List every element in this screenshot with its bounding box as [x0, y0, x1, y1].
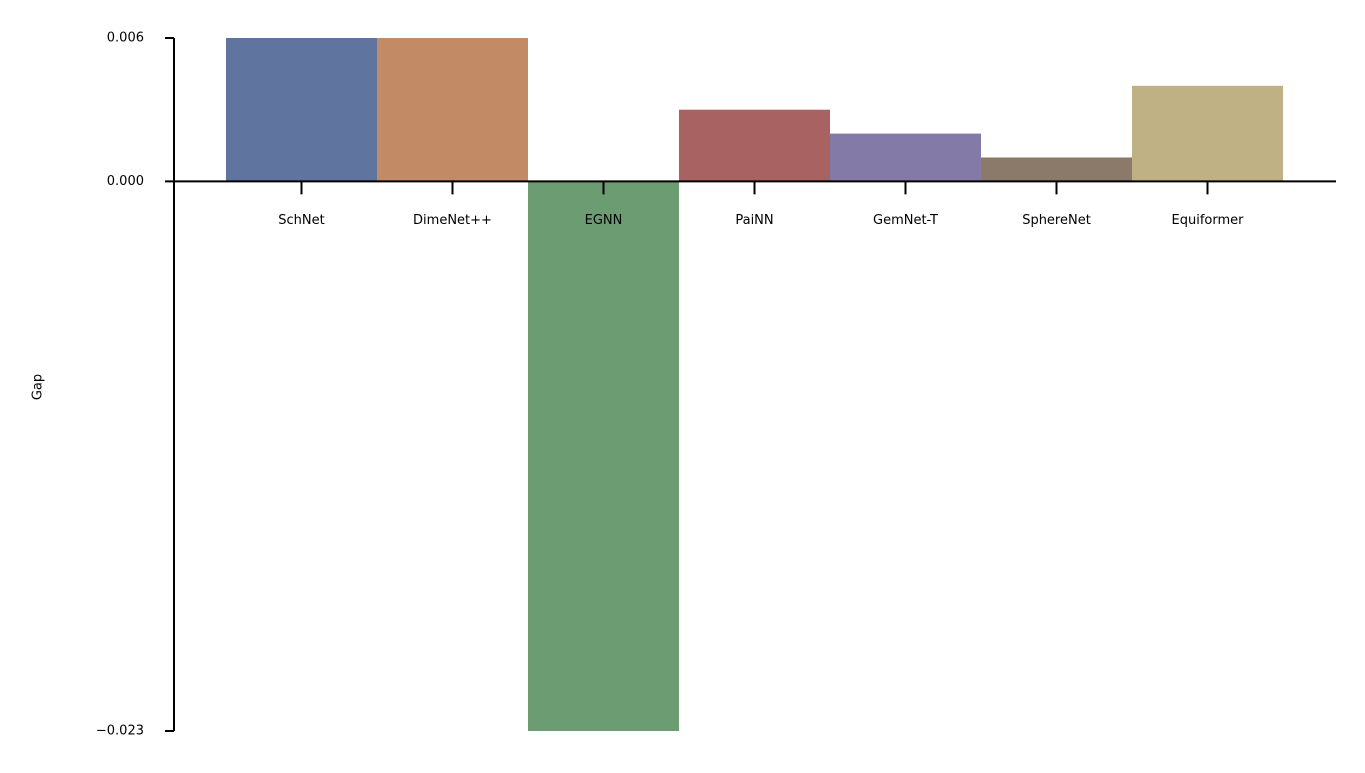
bar — [981, 157, 1132, 182]
bar — [830, 133, 981, 182]
x-tick-label: DimeNet++ — [413, 213, 492, 228]
x-tick-label: EGNN — [585, 213, 623, 228]
y-axis-label: Gap — [31, 374, 46, 400]
bar — [226, 38, 377, 182]
x-tick-label: SchNet — [278, 213, 324, 228]
x-tick-label: Equiformer — [1172, 213, 1245, 228]
y-tick-label: 0.006 — [107, 31, 144, 46]
bar — [1132, 85, 1283, 182]
bar — [528, 181, 679, 732]
y-tick-label: 0.000 — [107, 174, 144, 189]
bar — [377, 38, 528, 182]
x-tick-label: GemNet-T — [873, 213, 938, 228]
x-tick-label: SphereNet — [1022, 213, 1091, 228]
x-tick-label: PaiNN — [735, 213, 773, 228]
y-tick-label: −0.023 — [96, 724, 144, 739]
bar — [679, 109, 830, 182]
